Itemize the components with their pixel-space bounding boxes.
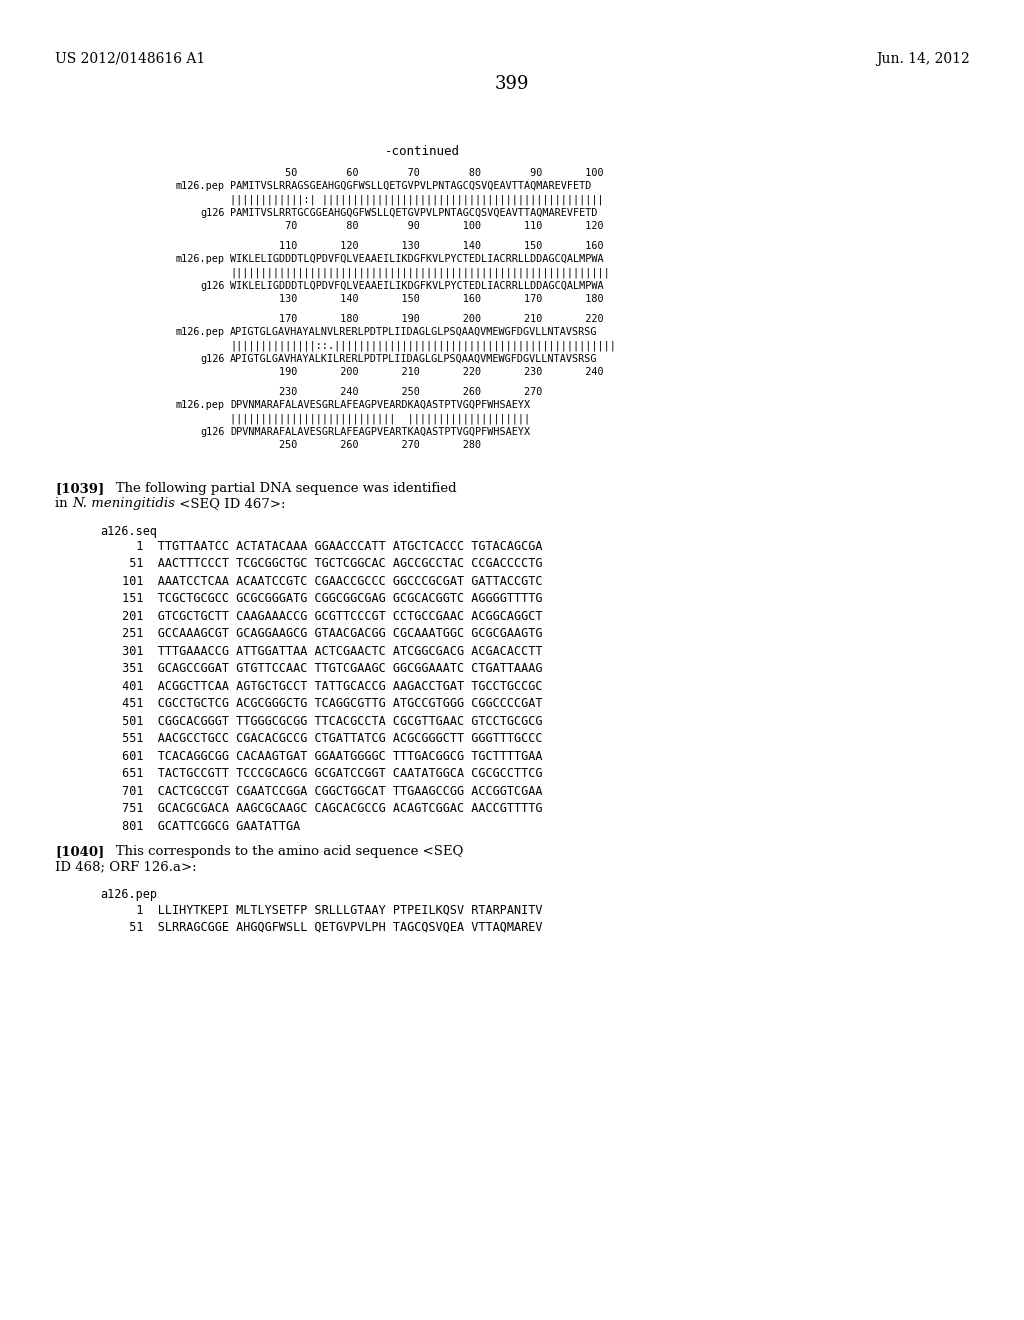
Text: 110       120       130       140       150       160: 110 120 130 140 150 160 <box>230 242 603 251</box>
Text: 701  CACTCGCCGT CGAATCCGGA CGGCTGGCAT TTGAAGCCGG ACCGGTCGAA: 701 CACTCGCCGT CGAATCCGGA CGGCTGGCAT TTG… <box>115 785 543 799</box>
Text: 190       200       210       220       230       240: 190 200 210 220 230 240 <box>230 367 603 376</box>
Text: m126.pep: m126.pep <box>176 255 225 264</box>
Text: 151  TCGCTGCGCC GCGCGGGATG CGGCGGCGAG GCGCACGGTC AGGGGTTTTG: 151 TCGCTGCGCC GCGCGGGATG CGGCGGCGAG GCG… <box>115 593 543 606</box>
Text: -continued: -continued <box>385 145 460 158</box>
Text: g126: g126 <box>201 281 225 290</box>
Text: 751  GCACGCGACA AAGCGCAAGC CAGCACGCCG ACAGTCGGAC AACCGTTTTG: 751 GCACGCGACA AAGCGCAAGC CAGCACGCCG ACA… <box>115 803 543 816</box>
Text: WIKLELIGDDDTLQPDVFQLVEAAEILIKDGFKVLPYCTEDLIACRRLLDDAGCQALMPWA: WIKLELIGDDDTLQPDVFQLVEAAEILIKDGFKVLPYCTE… <box>230 255 603 264</box>
Text: ID 468; ORF 126.a>:: ID 468; ORF 126.a>: <box>55 861 197 874</box>
Text: |||||||||||||||||||||||||||  ||||||||||||||||||||: ||||||||||||||||||||||||||| ||||||||||||… <box>230 413 530 424</box>
Text: 51  AACTTTCCCT TCGCGGCTGC TGCTCGGCAC AGCCGCCTAC CCGACCCCTG: 51 AACTTTCCCT TCGCGGCTGC TGCTCGGCAC AGCC… <box>115 557 543 570</box>
Text: The following partial DNA sequence was identified: The following partial DNA sequence was i… <box>103 482 457 495</box>
Text: 1  LLIHYTKEPI MLTLYSETFP SRLLLGTAAY PTPEILKQSV RTARPANITV: 1 LLIHYTKEPI MLTLYSETFP SRLLLGTAAY PTPEI… <box>115 903 543 916</box>
Text: 1  TTGTTAATCC ACTATACAAA GGAACCCATT ATGCTCACCC TGTACAGCGA: 1 TTGTTAATCC ACTATACAAA GGAACCCATT ATGCT… <box>115 540 543 553</box>
Text: 70        80        90       100       110       120: 70 80 90 100 110 120 <box>230 220 603 231</box>
Text: in: in <box>55 498 72 510</box>
Text: 50        60        70        80        90       100: 50 60 70 80 90 100 <box>230 168 603 178</box>
Text: Jun. 14, 2012: Jun. 14, 2012 <box>877 51 970 66</box>
Text: APIGTGLGAVHAYALNVLRERLPDTPLIIDAGLGLPSQAAQVMEWGFDGVLLNTAVSRSG: APIGTGLGAVHAYALNVLRERLPDTPLIIDAGLGLPSQAA… <box>230 327 597 337</box>
Text: 51  SLRRAGCGGE AHGQGFWSLL QETGVPVLPH TAGCQSVQEA VTTAQMAREV: 51 SLRRAGCGGE AHGQGFWSLL QETGVPVLPH TAGC… <box>115 921 543 935</box>
Text: g126: g126 <box>201 354 225 363</box>
Text: WIKLELIGDDDTLQPDVFQLVEAAEILIKDGFKVLPYCTEDLIACRRLLDDAGCQALMPWA: WIKLELIGDDDTLQPDVFQLVEAAEILIKDGFKVLPYCTE… <box>230 281 603 290</box>
Text: 101  AAATCCTCAA ACAATCCGTC CGAACCGCCC GGCCCGCGAT GATTACCGTC: 101 AAATCCTCAA ACAATCCGTC CGAACCGCCC GGC… <box>115 576 543 587</box>
Text: DPVNMARAFALAVESGRLAFEAGPVEARTKAQASTPTVGQPFWHSAEYX: DPVNMARAFALAVESGRLAFEAGPVEARTKAQASTPTVGQ… <box>230 426 530 437</box>
Text: DPVNMARAFALAVESGRLAFEAGPVEARDKAQASTPTVGQPFWHSAEYX: DPVNMARAFALAVESGRLAFEAGPVEARDKAQASTPTVGQ… <box>230 400 530 411</box>
Text: 301  TTTGAAACCG ATTGGATTAA ACTCGAACTC ATCGGCGACG ACGACACCTT: 301 TTTGAAACCG ATTGGATTAA ACTCGAACTC ATC… <box>115 645 543 657</box>
Text: 351  GCAGCCGGAT GTGTTCCAAC TTGTCGAAGC GGCGGAAATC CTGATTAAAG: 351 GCAGCCGGAT GTGTTCCAAC TTGTCGAAGC GGC… <box>115 663 543 676</box>
Text: 651  TACTGCCGTT TCCCGCAGCG GCGATCCGGT CAATATGGCA CGCGCCTTCG: 651 TACTGCCGTT TCCCGCAGCG GCGATCCGGT CAA… <box>115 767 543 780</box>
Text: g126: g126 <box>201 426 225 437</box>
Text: 601  TCACAGGCGG CACAAGTGAT GGAATGGGGC TTTGACGGCG TGCTTTTGAA: 601 TCACAGGCGG CACAAGTGAT GGAATGGGGC TTT… <box>115 750 543 763</box>
Text: US 2012/0148616 A1: US 2012/0148616 A1 <box>55 51 205 66</box>
Text: 130       140       150       160       170       180: 130 140 150 160 170 180 <box>230 294 603 304</box>
Text: PAMITVSLRRTGCGGEAHGQGFWSLLQETGVPVLPNTAGCQSVQEAVTTAQMAREVFETD: PAMITVSLRRTGCGGEAHGQGFWSLLQETGVPVLPNTAGC… <box>230 207 597 218</box>
Text: 399: 399 <box>495 75 529 92</box>
Text: ||||||||||||||::.||||||||||||||||||||||||||||||||||||||||||||||: ||||||||||||||::.|||||||||||||||||||||||… <box>230 341 615 351</box>
Text: This corresponds to the amino acid sequence <SEQ: This corresponds to the amino acid seque… <box>103 846 464 858</box>
Text: 250       260       270       280: 250 260 270 280 <box>230 440 481 450</box>
Text: a126.seq: a126.seq <box>100 525 157 539</box>
Text: 801  GCATTCGGCG GAATATTGA: 801 GCATTCGGCG GAATATTGA <box>115 820 300 833</box>
Text: ||||||||||||:| ||||||||||||||||||||||||||||||||||||||||||||||: ||||||||||||:| |||||||||||||||||||||||||… <box>230 194 603 205</box>
Text: 201  GTCGCTGCTT CAAGAAACCG GCGTTCCCGT CCTGCCGAAC ACGGCAGGCT: 201 GTCGCTGCTT CAAGAAACCG GCGTTCCCGT CCT… <box>115 610 543 623</box>
Text: <SEQ ID 467>:: <SEQ ID 467>: <box>175 498 286 510</box>
Text: ||||||||||||||||||||||||||||||||||||||||||||||||||||||||||||||: ||||||||||||||||||||||||||||||||||||||||… <box>230 268 609 279</box>
Text: g126: g126 <box>201 207 225 218</box>
Text: N. meningitidis: N. meningitidis <box>72 498 175 510</box>
Text: PAMITVSLRRAGSGEAHGQGFWSLLQETGVPVLPNTAGCQSVQEAVTTAQMAREVFETD: PAMITVSLRRAGSGEAHGQGFWSLLQETGVPVLPNTAGCQ… <box>230 181 592 191</box>
Text: 401  ACGGCTTCAA AGTGCTGCCT TATTGCACCG AAGACCTGAT TGCCTGCCGC: 401 ACGGCTTCAA AGTGCTGCCT TATTGCACCG AAG… <box>115 680 543 693</box>
Text: 170       180       190       200       210       220: 170 180 190 200 210 220 <box>230 314 603 323</box>
Text: m126.pep: m126.pep <box>176 327 225 337</box>
Text: APIGTGLGAVHAYALKILRERLPDTPLIIDAGLGLPSQAAQVMEWGFDGVLLNTAVSRSG: APIGTGLGAVHAYALKILRERLPDTPLIIDAGLGLPSQAA… <box>230 354 597 363</box>
Text: m126.pep: m126.pep <box>176 400 225 411</box>
Text: a126.pep: a126.pep <box>100 888 157 902</box>
Text: 551  AACGCCTGCC CGACACGCCG CTGATTATCG ACGCGGGCTT GGGTTTGCCC: 551 AACGCCTGCC CGACACGCCG CTGATTATCG ACG… <box>115 733 543 746</box>
Text: 251  GCCAAAGCGT GCAGGAAGCG GTAACGACGG CGCAAATGGC GCGCGAAGTG: 251 GCCAAAGCGT GCAGGAAGCG GTAACGACGG CGC… <box>115 627 543 640</box>
Text: 230       240       250       260       270: 230 240 250 260 270 <box>230 387 543 397</box>
Text: [1039]: [1039] <box>55 482 104 495</box>
Text: 451  CGCCTGCTCG ACGCGGGCTG TCAGGCGTTG ATGCCGTGGG CGGCCCCGAT: 451 CGCCTGCTCG ACGCGGGCTG TCAGGCGTTG ATG… <box>115 697 543 710</box>
Text: 501  CGGCACGGGT TTGGGCGCGG TTCACGCCTA CGCGTTGAAC GTCCTGCGCG: 501 CGGCACGGGT TTGGGCGCGG TTCACGCCTA CGC… <box>115 715 543 729</box>
Text: [1040]: [1040] <box>55 846 104 858</box>
Text: m126.pep: m126.pep <box>176 181 225 191</box>
